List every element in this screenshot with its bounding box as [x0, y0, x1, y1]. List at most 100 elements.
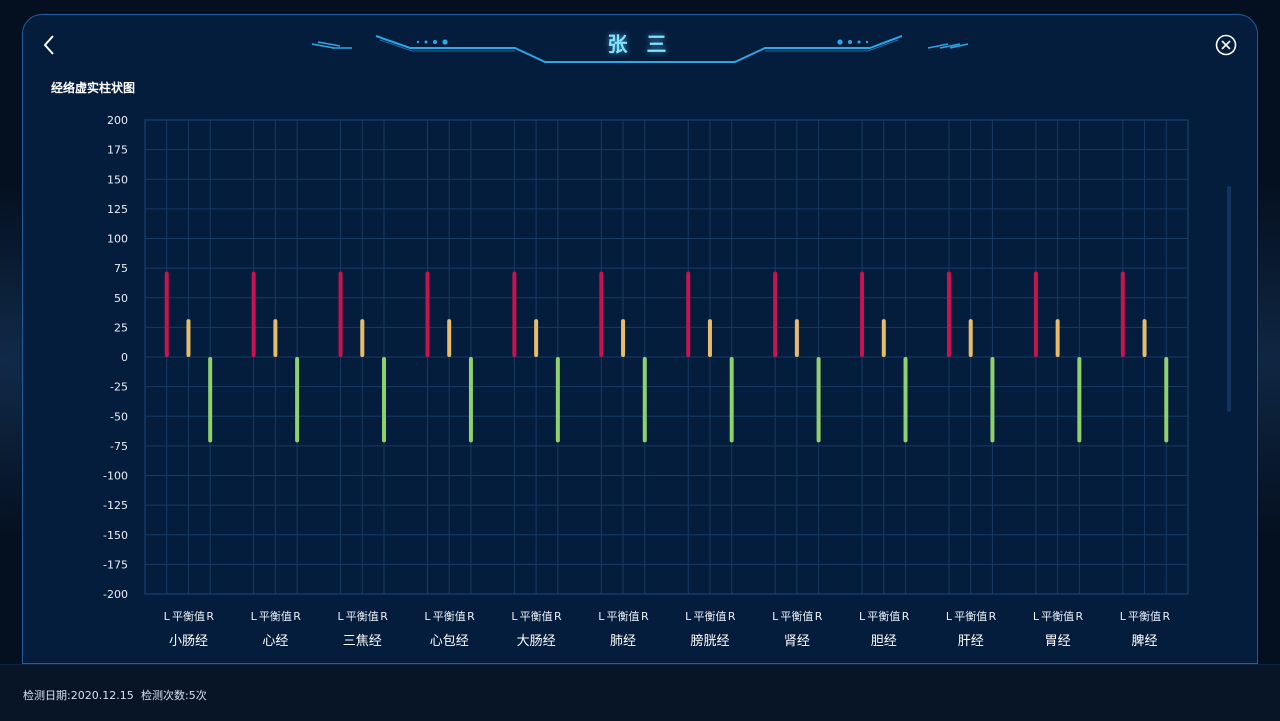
- close-circle-icon: [1215, 34, 1237, 56]
- x-sub-label: 平衡值: [433, 610, 466, 623]
- y-tick-label: -125: [103, 499, 128, 512]
- x-sub-label: L: [772, 610, 779, 623]
- x-sub-label: L: [1033, 610, 1040, 623]
- x-sub-label: L: [859, 610, 866, 623]
- bar: [860, 271, 865, 357]
- main-panel: [22, 14, 1258, 664]
- x-category-label: 脾经: [1132, 634, 1158, 649]
- footer: 检测日期:2020.12.15 检测次数:5次: [0, 664, 1280, 721]
- y-tick-label: 25: [114, 321, 128, 334]
- x-sub-label: 平衡值: [346, 610, 379, 623]
- bar: [1033, 271, 1038, 357]
- x-sub-label: R: [815, 610, 823, 623]
- detection-date: 检测日期:2020.12.15: [23, 689, 134, 702]
- y-tick-label: 150: [107, 173, 128, 186]
- bar: [903, 357, 908, 443]
- bar: [1142, 319, 1147, 357]
- bar: [1120, 271, 1125, 357]
- bar: [794, 319, 799, 357]
- bar: [338, 271, 343, 357]
- x-category-label: 大肠经: [517, 634, 556, 649]
- x-sub-label: L: [337, 610, 344, 623]
- x-category-label: 肝经: [958, 634, 984, 649]
- bar: [208, 357, 213, 443]
- bar-chart: 200 175 150 125 100 75 50 25 0 -25 -50 -75 -100 -125 -…: [103, 114, 1189, 649]
- bar: [1077, 357, 1082, 443]
- x-sub-label: 平衡值: [259, 610, 292, 623]
- bar: [273, 319, 278, 357]
- x-sub-label: 平衡值: [607, 610, 640, 623]
- x-sub-label: L: [1120, 610, 1127, 623]
- x-sub-label: R: [467, 610, 475, 623]
- x-category-label: 小肠经: [169, 634, 208, 649]
- bar: [512, 271, 517, 357]
- bar: [555, 357, 560, 443]
- x-category-label: 心经: [262, 634, 288, 649]
- bar: [164, 271, 169, 357]
- x-sub-label: R: [902, 610, 910, 623]
- y-tick-label: 175: [107, 144, 128, 157]
- x-category-label: 胆经: [871, 634, 897, 649]
- bar: [642, 357, 647, 443]
- x-sub-label: R: [1162, 610, 1170, 623]
- x-sub-label: L: [685, 610, 692, 623]
- bar: [251, 271, 256, 357]
- bar: [968, 319, 973, 357]
- bar: [382, 357, 387, 443]
- x-sub-label: L: [164, 610, 171, 623]
- y-tick-label: 100: [107, 233, 128, 246]
- bar: [881, 319, 886, 357]
- bar: [729, 357, 734, 443]
- y-tick-label: -200: [103, 588, 128, 601]
- page-title: 张 三: [607, 32, 673, 56]
- header-frame: [311, 35, 969, 63]
- x-category-label: 膀胱经: [690, 633, 729, 649]
- x-sub-label: R: [1076, 610, 1084, 623]
- x-category-label: 肺经: [610, 634, 636, 649]
- x-sub-label: R: [554, 610, 562, 623]
- x-sub-label: R: [380, 610, 388, 623]
- x-sub-label: 平衡值: [520, 610, 553, 623]
- x-sub-label: 平衡值: [1128, 610, 1161, 623]
- y-tick-label: 125: [107, 203, 128, 216]
- y-tick-label: 200: [107, 114, 128, 127]
- y-tick-label: -25: [110, 381, 128, 394]
- x-sub-label: L: [598, 610, 605, 623]
- y-tick-label: 0: [121, 351, 128, 364]
- x-category-label: 心包经: [430, 634, 469, 649]
- bar: [534, 319, 539, 357]
- y-tick-label: -150: [103, 529, 128, 542]
- bar: [295, 357, 300, 443]
- close-button[interactable]: [1215, 34, 1237, 56]
- y-tick-label: -100: [103, 470, 128, 483]
- bar: [360, 319, 365, 357]
- x-category-label: 肾经: [784, 634, 810, 649]
- detection-count: 检测次数:5次: [141, 689, 207, 702]
- x-sub-label: 平衡值: [1041, 610, 1074, 623]
- bar: [186, 319, 191, 357]
- y-tick-label: -50: [110, 410, 128, 423]
- y-tick-label: -175: [103, 558, 128, 571]
- chart-title: 经络虚实柱状图: [51, 81, 136, 95]
- bar: [621, 319, 626, 357]
- x-sub-label: L: [946, 610, 953, 623]
- x-sub-label: R: [641, 610, 649, 623]
- x-sub-label: 平衡值: [867, 610, 900, 623]
- x-sub-label: L: [424, 610, 431, 623]
- bar: [946, 271, 951, 357]
- x-sub-label: 平衡值: [954, 610, 987, 623]
- x-sub-label: 平衡值: [780, 610, 813, 623]
- bar: [773, 271, 778, 357]
- chevron-left-icon: [43, 35, 54, 55]
- y-tick-label: -75: [110, 440, 128, 453]
- bar: [707, 319, 712, 357]
- bar: [447, 319, 452, 357]
- back-button[interactable]: [38, 32, 62, 58]
- x-sub-label: 平衡值: [693, 610, 726, 623]
- bar: [468, 357, 473, 443]
- x-sub-label: R: [728, 610, 736, 623]
- scrollbar[interactable]: [1227, 186, 1231, 412]
- x-sub-label: 平衡值: [172, 610, 205, 623]
- plot-area: [144, 119, 1189, 595]
- x-sub-label: L: [511, 610, 518, 623]
